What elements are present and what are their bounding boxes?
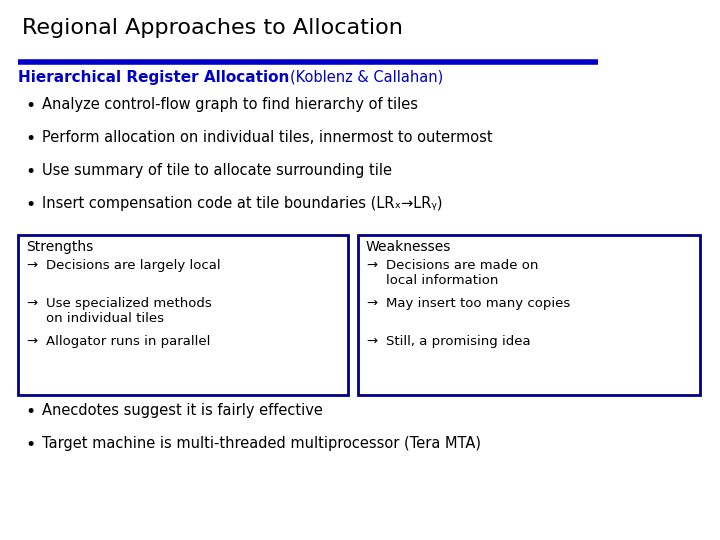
Text: Use specialized methods
on individual tiles: Use specialized methods on individual ti… — [46, 297, 212, 325]
Text: Use summary of tile to allocate surrounding tile: Use summary of tile to allocate surround… — [42, 163, 392, 178]
Text: →: → — [366, 335, 377, 348]
Text: Regional Approaches to Allocation: Regional Approaches to Allocation — [22, 18, 403, 38]
Text: →: → — [26, 297, 37, 310]
Text: •: • — [25, 196, 35, 214]
Text: Still, a promising idea: Still, a promising idea — [386, 335, 531, 348]
Text: →: → — [366, 259, 377, 272]
Text: Decisions are made on
local information: Decisions are made on local information — [386, 259, 539, 287]
Text: May insert too many copies: May insert too many copies — [386, 297, 570, 310]
Text: (Koblenz & Callahan): (Koblenz & Callahan) — [290, 70, 444, 85]
Text: Decisions are largely local: Decisions are largely local — [46, 259, 220, 272]
Text: →: → — [26, 335, 37, 348]
Text: Analyze control-flow graph to find hierarchy of tiles: Analyze control-flow graph to find hiera… — [42, 97, 418, 112]
Text: →: → — [366, 297, 377, 310]
Text: •: • — [25, 436, 35, 454]
Text: Strengths: Strengths — [26, 240, 94, 254]
Text: •: • — [25, 130, 35, 148]
Text: Hierarchical Register Allocation: Hierarchical Register Allocation — [18, 70, 289, 85]
Bar — [18, 235, 348, 395]
Text: •: • — [25, 163, 35, 181]
Bar — [358, 235, 700, 395]
Text: Allogator runs in parallel: Allogator runs in parallel — [46, 335, 210, 348]
Text: Anecdotes suggest it is fairly effective: Anecdotes suggest it is fairly effective — [42, 403, 323, 418]
Text: Perform allocation on individual tiles, innermost to outermost: Perform allocation on individual tiles, … — [42, 130, 492, 145]
Text: →: → — [26, 259, 37, 272]
Text: Insert compensation code at tile boundaries (LRₓ→LRᵧ): Insert compensation code at tile boundar… — [42, 196, 443, 211]
Text: •: • — [25, 403, 35, 421]
Text: Weaknesses: Weaknesses — [366, 240, 451, 254]
Text: •: • — [25, 97, 35, 115]
Text: Target machine is multi-threaded multiprocessor (Tera MTA): Target machine is multi-threaded multipr… — [42, 436, 481, 451]
